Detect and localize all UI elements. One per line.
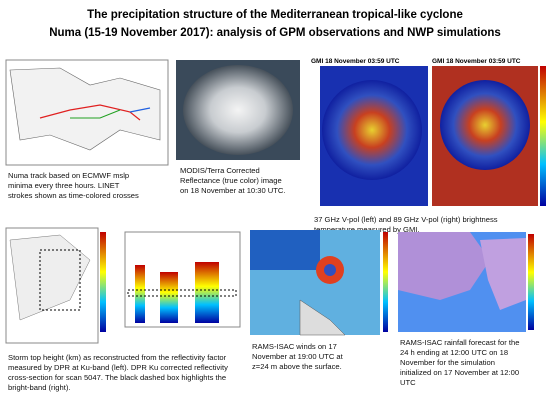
wind-map	[250, 230, 388, 336]
caption: on 18 November at 10:30 UTC.	[180, 186, 286, 195]
caption: Storm top height (km) as reconstructed f…	[8, 353, 227, 362]
caption: cross-section for scan 5047. The black d…	[8, 373, 226, 382]
caption: initialized on 17 November at 12:00	[400, 368, 519, 377]
caption: minima every three hours. LINET	[8, 181, 120, 190]
track-map	[5, 59, 169, 166]
rainfall-map	[398, 232, 534, 332]
caption: bright-band (right).	[8, 383, 70, 392]
caption: MODIS/Terra Corrected	[180, 166, 260, 175]
caption: UTC	[400, 378, 416, 387]
caption: z=24 m above the surface.	[252, 362, 342, 371]
panel-label: GMI 18 November 03:59 UTC	[432, 58, 521, 65]
modis-image	[176, 60, 300, 160]
caption: November for the simulation	[400, 358, 495, 367]
caption: 37 GHz V-pol (left) and 89 GHz V-pol (ri…	[314, 215, 498, 224]
caption: RAMS-ISAC winds on 17	[252, 342, 337, 351]
caption: November at 19:00 UTC at	[252, 352, 344, 361]
dpr-images	[5, 227, 241, 344]
caption: 24 h ending at 12:00 UTC on 18	[400, 348, 508, 357]
panel-label: GMI 18 November 03:59 UTC	[311, 58, 400, 65]
caption: RAMS-ISAC rainfall forecast for the	[400, 338, 519, 347]
title: The precipitation structure of the Medit…	[87, 9, 463, 21]
caption: measured by DPR at Ku-band (left). DPR K…	[8, 363, 228, 372]
title: Numa (15-19 November 2017): analysis of …	[49, 27, 501, 39]
caption: Numa track based on ECMWF mslp	[8, 171, 129, 180]
gmi-images	[320, 66, 546, 206]
caption: Reflectance (true color) image	[180, 176, 282, 185]
caption: temperature measured by GMI.	[314, 225, 420, 234]
caption: strokes shown as time-colored crosses	[8, 191, 139, 200]
